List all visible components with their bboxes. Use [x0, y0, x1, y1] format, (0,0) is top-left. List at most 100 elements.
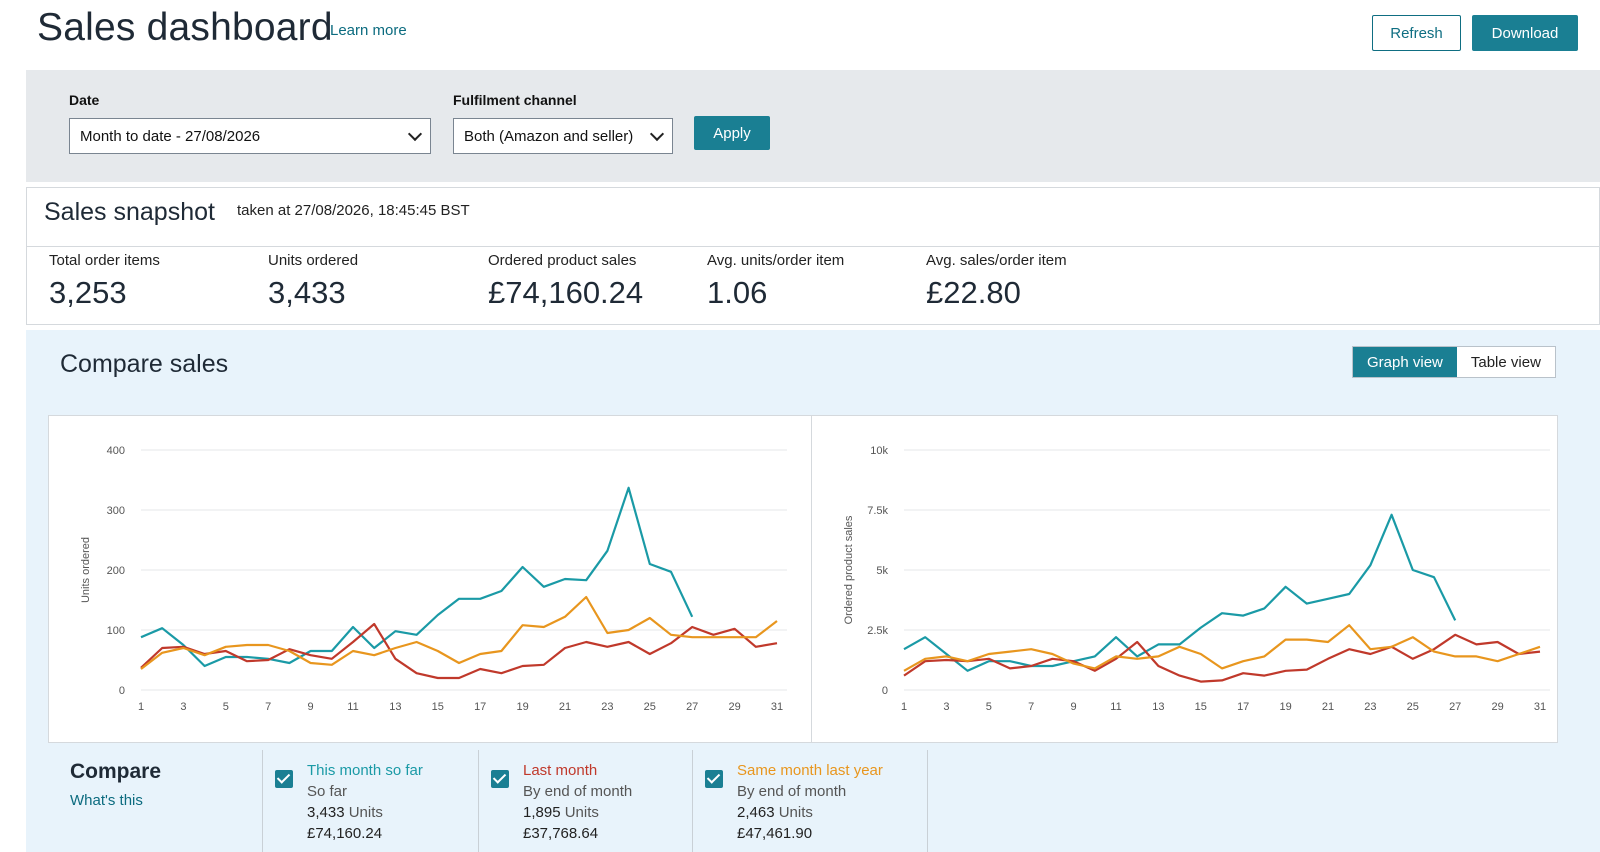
metric-value: 3,253: [49, 275, 127, 310]
x-tick-label: 23: [601, 701, 613, 713]
channel-label: Fulfilment channel: [453, 92, 577, 108]
y-tick-label: 10k: [870, 445, 888, 457]
legend-units: 3,433 Units: [307, 804, 478, 821]
series-line: [140, 595, 778, 670]
channel-select-value: Both (Amazon and seller): [464, 127, 634, 145]
checkbox-checked-icon[interactable]: [275, 770, 293, 788]
x-tick-label: 11: [1110, 701, 1121, 713]
apply-button[interactable]: Apply: [694, 116, 770, 150]
legend-item-same-month-last-year: Same month last year By end of month 2,4…: [692, 750, 928, 852]
x-tick-label: 1: [901, 701, 907, 713]
x-tick-label: 17: [1237, 701, 1249, 713]
compare-sales-section: Compare sales Graph view Table view 0 100…: [26, 330, 1600, 852]
legend-sales: £74,160.24: [307, 825, 383, 842]
metric-label: Avg. units/order item: [707, 252, 845, 269]
checkbox-checked-icon[interactable]: [491, 770, 509, 788]
y-tick-label: 300: [107, 505, 125, 517]
x-tick-label: 13: [389, 701, 401, 713]
x-tick-label: 7: [265, 701, 271, 713]
legend-units-value: 2,463: [737, 804, 775, 821]
x-tick-label: 27: [1449, 701, 1461, 713]
snapshot-header: Sales snapshot taken at 27/08/2026, 18:4…: [27, 188, 1599, 247]
x-tick-label: 9: [308, 701, 314, 713]
x-tick-label: 23: [1364, 701, 1376, 713]
compare-sales-title: Compare sales: [60, 350, 229, 378]
date-label: Date: [69, 92, 100, 108]
y-axis-label: Units ordered: [80, 537, 92, 603]
legend-title: Compare: [70, 760, 162, 783]
legend-units-label: Units: [778, 804, 813, 821]
legend-name: Same month last year: [737, 762, 883, 779]
chevron-down-icon: [649, 126, 665, 142]
legend-name: This month so far: [307, 762, 423, 779]
x-tick-label: 29: [728, 701, 740, 713]
legend-units-value: 3,433: [307, 804, 345, 821]
chevron-down-icon: [407, 126, 423, 142]
filter-bar: Date Month to date - 27/08/2026 Fulfilme…: [26, 70, 1600, 182]
table-view-button[interactable]: Table view: [1456, 347, 1555, 377]
x-tick-label: 9: [1071, 701, 1077, 713]
metric-units-ordered: Units ordered 3,433: [268, 252, 358, 311]
metric-value: £74,160.24: [488, 275, 644, 310]
y-tick-label: 0: [882, 685, 888, 697]
x-tick-label: 25: [1407, 701, 1419, 713]
date-select[interactable]: Month to date - 27/08/2026: [69, 118, 431, 154]
view-toggle: Graph view Table view: [1352, 346, 1556, 378]
legend-sub: So far: [307, 783, 348, 800]
legend-sub: By end of month: [737, 783, 847, 800]
x-tick-label: 27: [686, 701, 698, 713]
metric-label: Total order items: [49, 252, 160, 269]
y-tick-label: 200: [107, 565, 125, 577]
refresh-button[interactable]: Refresh: [1372, 15, 1461, 51]
compare-legend: Compare What's this This month so far So…: [26, 750, 1600, 852]
snapshot-title: Sales snapshot: [44, 198, 215, 226]
x-tick-label: 3: [943, 701, 949, 713]
x-tick-label: 21: [1322, 701, 1334, 713]
legend-units-label: Units: [564, 804, 599, 821]
metric-value: 3,433: [268, 275, 346, 310]
checkbox-checked-icon[interactable]: [705, 770, 723, 788]
x-tick-label: 21: [559, 701, 571, 713]
x-tick-label: 19: [516, 701, 528, 713]
y-tick-label: 2.5k: [867, 625, 888, 637]
y-tick-label: 400: [107, 445, 125, 457]
metric-label: Avg. sales/order item: [926, 252, 1067, 269]
metric-ordered-product-sales: Ordered product sales £74,160.24: [488, 252, 643, 311]
learn-more-link[interactable]: Learn more: [330, 22, 407, 39]
x-tick-label: 11: [347, 701, 358, 713]
x-tick-label: 31: [771, 701, 783, 713]
legend-units-value: 1,895: [523, 804, 561, 821]
download-button[interactable]: Download: [1472, 15, 1578, 51]
series-line: [140, 622, 778, 680]
legend-units-label: Units: [348, 804, 383, 821]
x-tick-label: 5: [223, 701, 229, 713]
x-tick-label: 15: [1195, 701, 1207, 713]
y-axis-label: Ordered product sales: [843, 515, 855, 624]
x-tick-label: 7: [1028, 701, 1034, 713]
series-line: [903, 633, 1541, 683]
x-tick-label: 5: [986, 701, 992, 713]
x-tick-label: 13: [1152, 701, 1164, 713]
graph-view-button[interactable]: Graph view: [1353, 347, 1457, 377]
y-tick-label: 5k: [876, 565, 888, 577]
channel-select[interactable]: Both (Amazon and seller): [453, 118, 673, 154]
legend-units: 2,463 Units: [737, 804, 927, 821]
metric-avg-units: Avg. units/order item 1.06: [707, 252, 844, 311]
legend-item-this-month: This month so far So far 3,433 Units £74…: [262, 750, 478, 852]
legend-sub: By end of month: [523, 783, 633, 800]
metric-total-order-items: Total order items 3,253: [49, 252, 160, 311]
page-title: Sales dashboard: [37, 6, 333, 49]
snapshot-timestamp: taken at 27/08/2026, 18:45:45 BST: [237, 202, 470, 219]
legend-item-last-month: Last month By end of month 1,895 Units £…: [478, 750, 692, 852]
y-tick-label: 7.5k: [867, 505, 888, 517]
metric-avg-sales: Avg. sales/order item £22.80: [926, 252, 1067, 311]
sales-snapshot: Sales snapshot taken at 27/08/2026, 18:4…: [26, 187, 1600, 325]
x-tick-label: 3: [180, 701, 186, 713]
x-tick-label: 25: [644, 701, 656, 713]
page-header: Sales dashboard Learn more Refresh Downl…: [0, 0, 1600, 70]
x-tick-label: 1: [138, 701, 144, 713]
whats-this-link[interactable]: What's this: [70, 792, 143, 809]
chart-divider: [811, 416, 812, 742]
date-select-value: Month to date - 27/08/2026: [80, 127, 261, 145]
